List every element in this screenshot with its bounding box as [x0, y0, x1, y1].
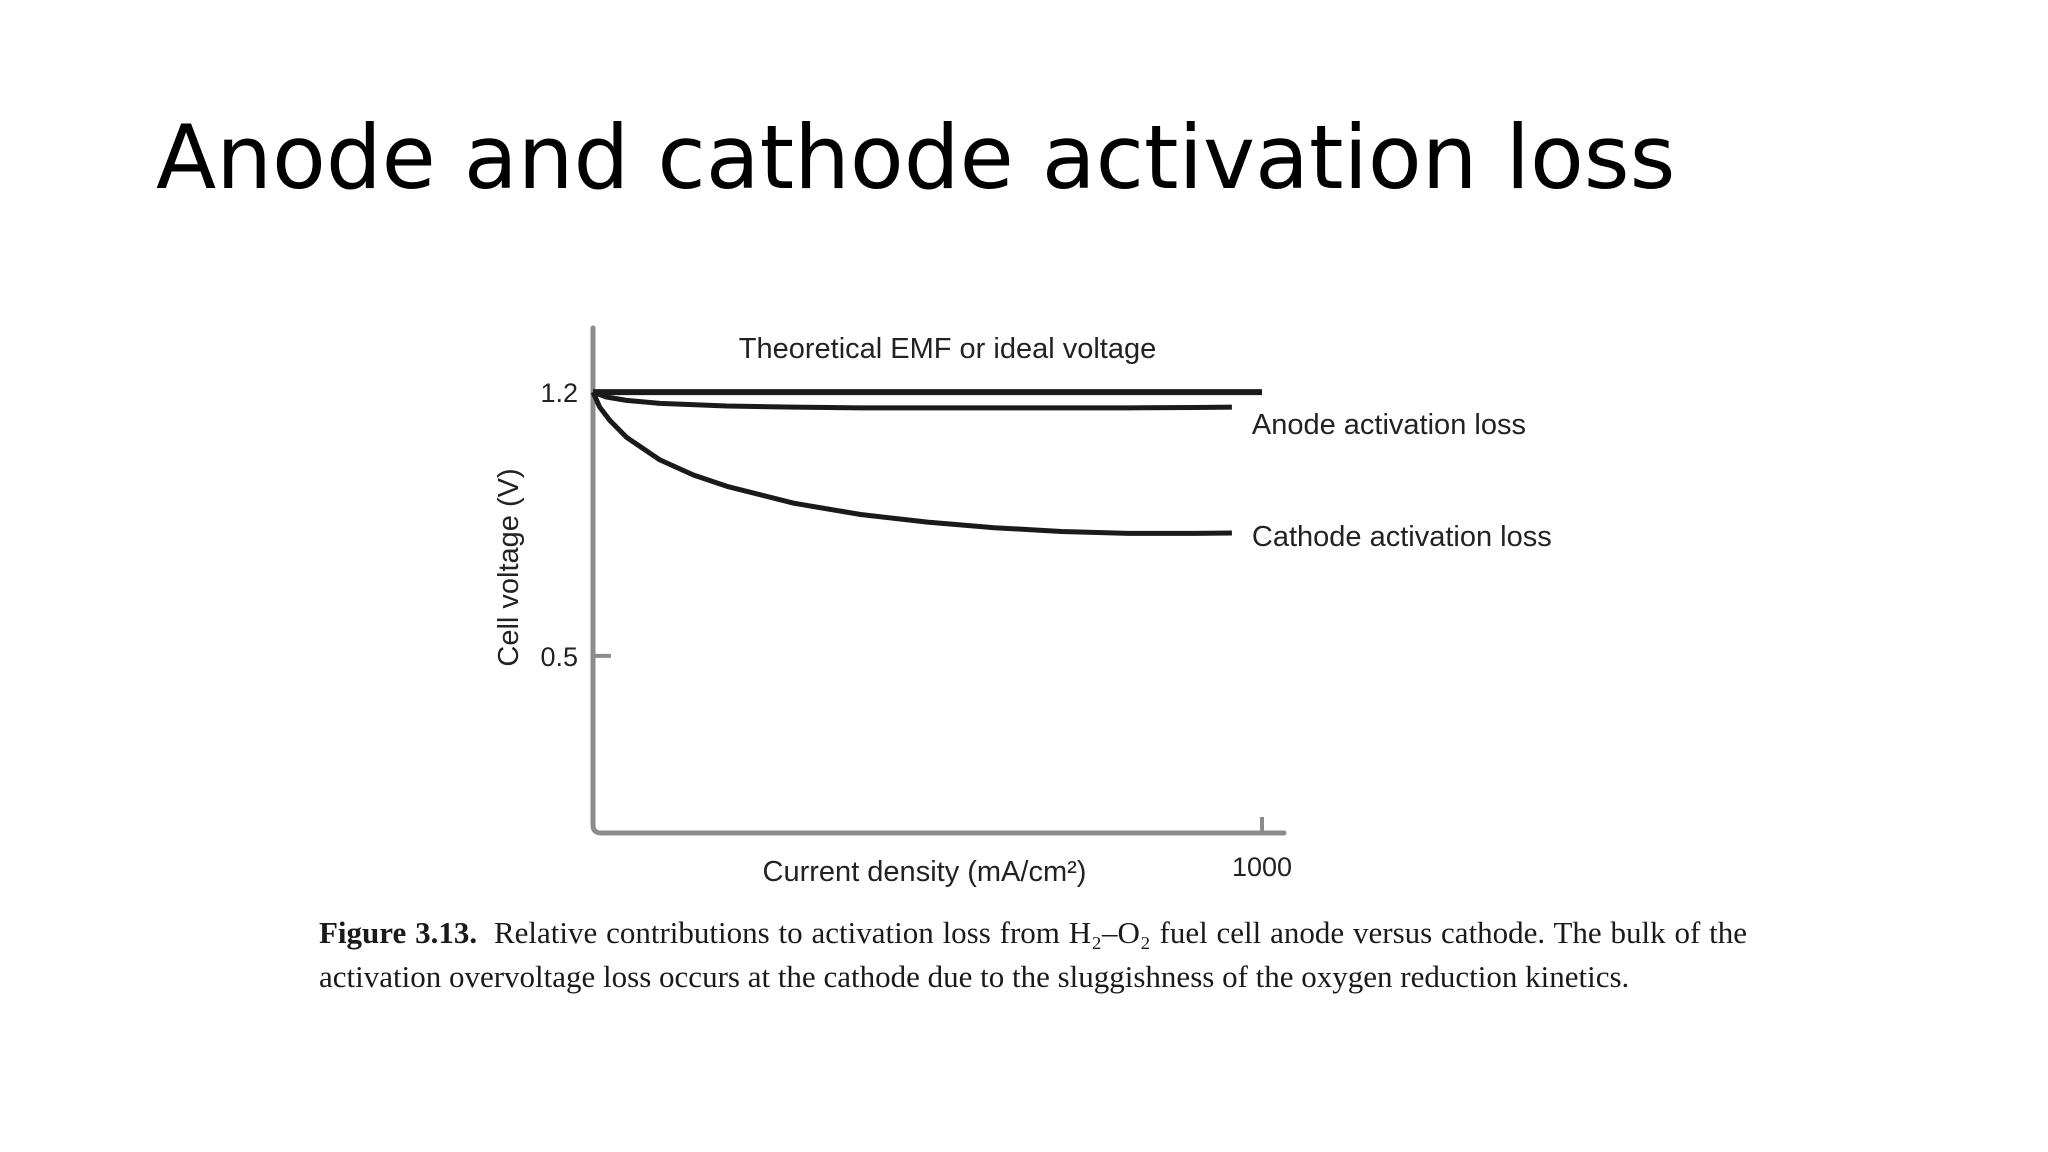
series-label: Anode activation loss	[1252, 409, 1526, 441]
y-axis-label: Cell voltage (V)	[493, 468, 525, 666]
axes	[590, 325, 1287, 836]
figure-label: Figure 3.13.	[319, 915, 478, 950]
slide-title: Anode and cathode activation loss	[156, 106, 1676, 209]
x-tick-label: 1000	[1232, 852, 1292, 882]
series-line-anode	[592, 389, 1232, 411]
x-axis-label: Current density (mA/cm²)	[763, 856, 1087, 888]
y-tick-label: 1.2	[540, 378, 578, 408]
series-label: Theoretical EMF or ideal voltage	[739, 333, 1156, 365]
figure-caption-text: Relative contributions to activation los…	[319, 915, 1748, 994]
y-tick-label: 0.5	[540, 642, 578, 672]
series-line-cathode	[590, 391, 1232, 536]
figure-caption: Figure 3.13. Relative contributions to a…	[319, 911, 1747, 999]
series-label: Cathode activation loss	[1252, 521, 1552, 553]
